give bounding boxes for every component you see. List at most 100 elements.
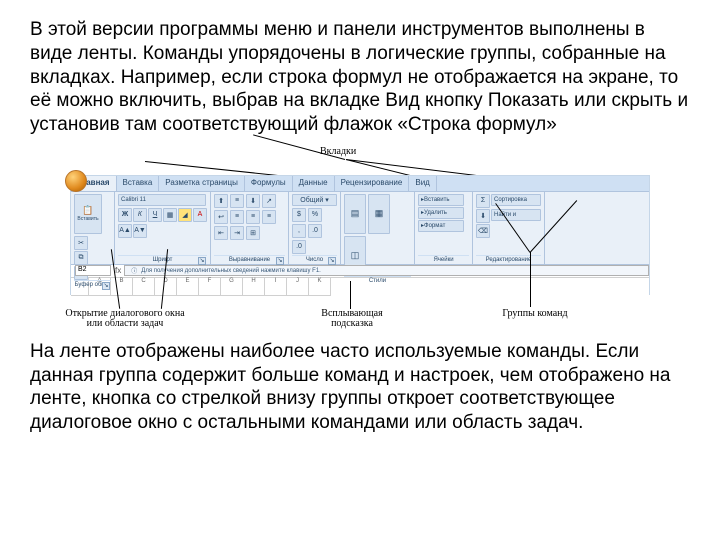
underline-button[interactable]: Ч [148, 208, 162, 222]
insert-cell-button[interactable]: ▸Вставить [418, 194, 464, 206]
bold-icon: Ж [122, 211, 128, 218]
tab-review[interactable]: Рецензирование [335, 176, 410, 191]
decrease-indent-button[interactable]: ⇤ [214, 226, 228, 240]
shrink-font-button[interactable]: A▼ [133, 224, 147, 238]
italic-icon: К [138, 211, 142, 218]
border-button[interactable]: ▦ [163, 208, 177, 222]
launcher-number[interactable]: ↘ [328, 257, 336, 265]
scissors-icon: ✂ [78, 239, 84, 247]
excel-ribbon: Главная Вставка Разметка страницы Формул… [70, 175, 650, 295]
merge-button[interactable]: ⊞ [246, 226, 260, 240]
group-label-editing: Редактирование [476, 255, 541, 264]
group-alignment: ⬆ ≡ ⬇ ↗ ↩ ≡ ≡ ≡ ⇤ ⇥ ⊞ Выравнивание↘ [211, 192, 289, 264]
align-center-button[interactable]: ≡ [246, 210, 260, 224]
fx-hint: Для получения дополнительных сведений на… [141, 268, 321, 274]
delete-cell-button[interactable]: ▸Удалить [418, 207, 464, 219]
launcher-align[interactable]: ↘ [276, 257, 284, 265]
launcher-clipboard[interactable]: ↘ [102, 282, 110, 290]
tab-layout[interactable]: Разметка страницы [159, 176, 245, 191]
group-label-clipboard: Буфер обм...↘ [74, 280, 111, 289]
bold-button[interactable]: Ж [118, 208, 132, 222]
cut-button[interactable]: ✂ [74, 236, 88, 250]
font-color-button[interactable]: A [193, 208, 207, 222]
col-d[interactable]: D [155, 278, 177, 296]
format-table-button[interactable]: ▦ [368, 194, 390, 234]
annotation-vkladki: Вкладки [320, 147, 356, 158]
italic-button[interactable]: К [133, 208, 147, 222]
clipboard-icon: 📋 [82, 205, 93, 216]
styles-icon: ◫ [351, 250, 360, 261]
sort-label: Сортировка [494, 197, 527, 203]
formula-input[interactable]: ⓘДля получения дополнительных сведений н… [124, 265, 649, 276]
fill-button[interactable]: ⬇ [476, 209, 490, 223]
ribbon-tabs: Главная Вставка Разметка страницы Формул… [71, 176, 649, 192]
tab-formulas[interactable]: Формулы [245, 176, 293, 191]
col-k[interactable]: K [309, 278, 331, 296]
align-bottom-button[interactable]: ⬇ [246, 194, 260, 208]
name-box[interactable]: B2 [75, 265, 111, 276]
align-middle-button[interactable]: ≡ [230, 194, 244, 208]
group-label-number: Число↘ [292, 255, 337, 264]
sort-filter-button[interactable]: Сортировка [491, 194, 541, 206]
group-number: Общий ▾ $ % , .0 .0 Число↘ [289, 192, 341, 264]
col-f[interactable]: F [199, 278, 221, 296]
ribbon-groups: 📋Вставить ✂ ⧉ 🖌 Буфер обм...↘ Calibri 11… [71, 192, 649, 264]
comma-button[interactable]: , [292, 224, 306, 238]
annotation-launcher: Открытие диалогового окнаили области зад… [50, 309, 200, 330]
col-e[interactable]: E [177, 278, 199, 296]
col-i[interactable]: I [265, 278, 287, 296]
autosum-button[interactable]: Σ [476, 194, 490, 208]
number-format-combo[interactable]: Общий ▾ [292, 194, 337, 206]
paragraph-top: В этой версии программы меню и панели ин… [30, 18, 690, 137]
annotation-tooltip: Всплывающаяподсказка [312, 309, 392, 330]
format-cell-button[interactable]: ▸Формат [418, 220, 464, 232]
group-label-align: Выравнивание↘ [214, 255, 285, 264]
office-button[interactable] [65, 170, 87, 192]
increase-decimal-button[interactable]: .0 [308, 224, 322, 238]
tab-data[interactable]: Данные [293, 176, 335, 191]
tab-view[interactable]: Вид [409, 176, 436, 191]
group-label-styles: Стили [344, 276, 411, 285]
col-g[interactable]: G [221, 278, 243, 296]
annotation-groups: Группы команд [490, 309, 580, 320]
format-label: Формат [424, 223, 445, 229]
align-left-button[interactable]: ≡ [230, 210, 244, 224]
group-styles: ▤ ▦ ◫ Стили [341, 192, 415, 264]
group-label-font: Шрифт↘ [118, 255, 207, 264]
fx-icon: fx [115, 266, 121, 275]
align-right-button[interactable]: ≡ [262, 210, 276, 224]
align-top-button[interactable]: ⬆ [214, 194, 228, 208]
launcher-font[interactable]: ↘ [198, 257, 206, 265]
insert-label: Вставить [424, 197, 449, 203]
group-cells: ▸Вставить ▸Удалить ▸Формат Ячейки [415, 192, 473, 264]
group-editing: Σ Сортировка ⬇ Найти и ⌫ Редактирование [473, 192, 545, 264]
copy-button[interactable]: ⧉ [74, 251, 88, 265]
decrease-decimal-button[interactable]: .0 [292, 240, 306, 254]
group-font: Calibri 11 Ж К Ч ▦ ◢ A A▲ A▼ Шрифт↘ [115, 192, 211, 264]
clear-button[interactable]: ⌫ [476, 224, 490, 238]
fill-color-button[interactable]: ◢ [178, 208, 192, 222]
tab-insert[interactable]: Вставка [117, 176, 160, 191]
delete-label: Удалить [424, 210, 447, 216]
currency-button[interactable]: $ [292, 208, 306, 222]
group-clipboard: 📋Вставить ✂ ⧉ 🖌 Буфер обм...↘ [71, 192, 115, 264]
cond-format-button[interactable]: ▤ [344, 194, 366, 234]
copy-icon: ⧉ [79, 254, 84, 262]
col-c[interactable]: C [133, 278, 155, 296]
underline-icon: Ч [153, 211, 158, 218]
increase-indent-button[interactable]: ⇥ [230, 226, 244, 240]
font-combo[interactable]: Calibri 11 [118, 194, 206, 206]
wrap-text-button[interactable]: ↩ [214, 210, 228, 224]
grow-font-button[interactable]: A▲ [118, 224, 132, 238]
table-icon: ▦ [375, 208, 384, 219]
find-button[interactable]: Найти и [491, 209, 541, 221]
col-h[interactable]: H [243, 278, 265, 296]
percent-button[interactable]: % [308, 208, 322, 222]
orientation-button[interactable]: ↗ [262, 194, 276, 208]
col-j[interactable]: J [287, 278, 309, 296]
annotated-screenshot: Вкладки Главная Вставка Разметка страниц… [30, 147, 690, 332]
paste-label: Вставить [77, 216, 98, 222]
paste-button[interactable]: 📋Вставить [74, 194, 102, 234]
condformat-icon: ▤ [351, 208, 360, 219]
paragraph-bottom: На ленте отображены наиболее часто испол… [30, 340, 690, 435]
